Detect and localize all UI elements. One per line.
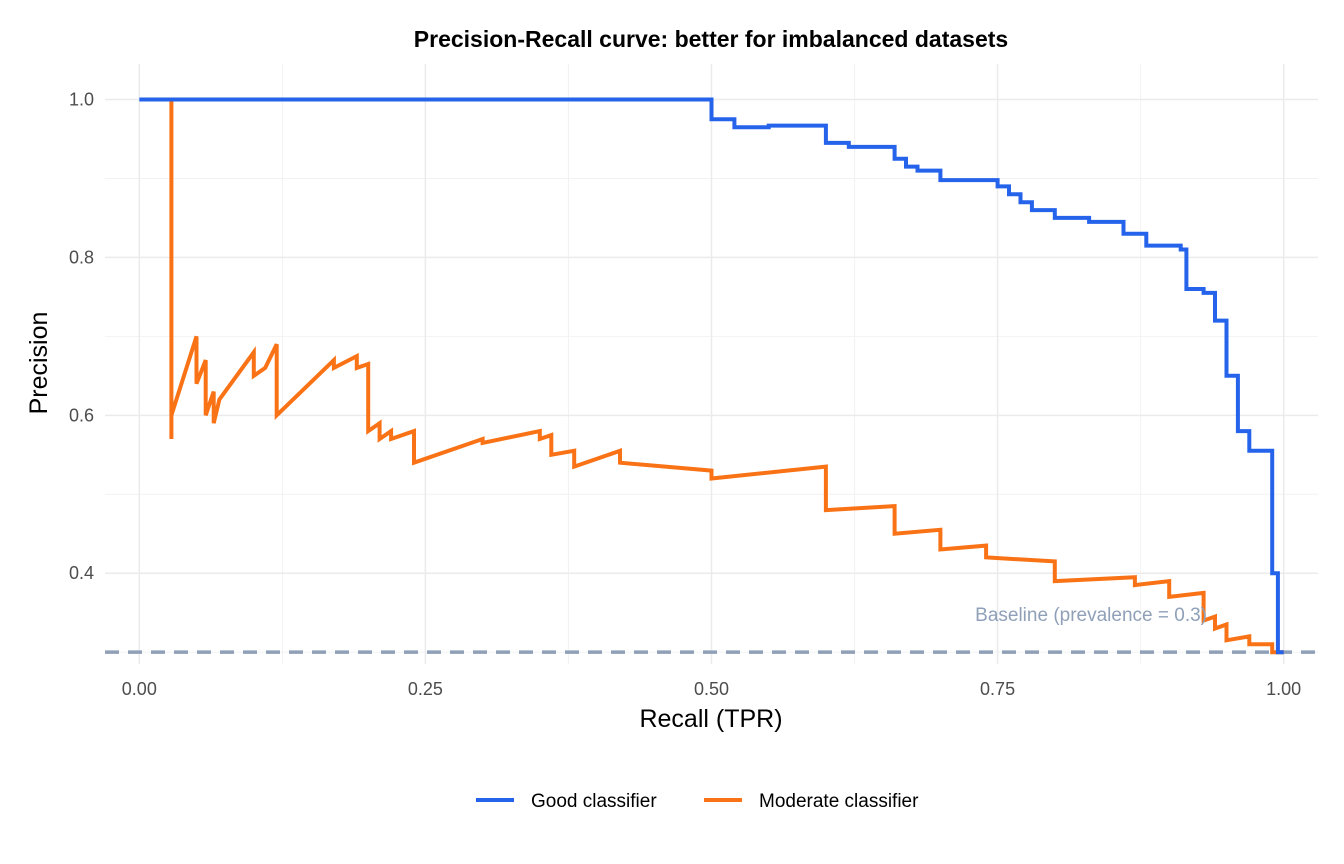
x-tick-label: 0.00 <box>122 679 157 699</box>
x-axis-title: Recall (TPR) <box>639 705 782 733</box>
grid-layer <box>105 64 1318 664</box>
y-axis-title: Precision <box>25 312 53 415</box>
series-line-moderate-classifier <box>150 97 1284 655</box>
legend-label-good: Good classifier <box>531 791 657 812</box>
x-tick-label: 1.00 <box>1266 679 1301 699</box>
x-tick-label: 0.50 <box>694 679 729 699</box>
baseline-annotation: Baseline (prevalence = 0.3) <box>975 605 1207 626</box>
y-tick-label: 1.0 <box>69 90 94 110</box>
y-tick-label: 0.6 <box>69 405 94 425</box>
y-tick-label: 0.8 <box>69 247 94 267</box>
series-layer <box>139 97 1284 655</box>
legend: Good classifier Moderate classifier <box>476 791 919 812</box>
x-tick-label: 0.75 <box>980 679 1015 699</box>
y-tick-label: 0.4 <box>69 563 94 583</box>
series-line-good-classifier <box>139 97 1284 655</box>
chart-title: Precision-Recall curve: better for imbal… <box>414 26 1008 52</box>
tick-label-layer: 0.00 0.25 0.50 0.75 1.00 0.4 0.6 0.8 1.0 <box>69 90 1301 699</box>
legend-label-moderate: Moderate classifier <box>759 791 919 812</box>
x-tick-label: 0.25 <box>408 679 443 699</box>
